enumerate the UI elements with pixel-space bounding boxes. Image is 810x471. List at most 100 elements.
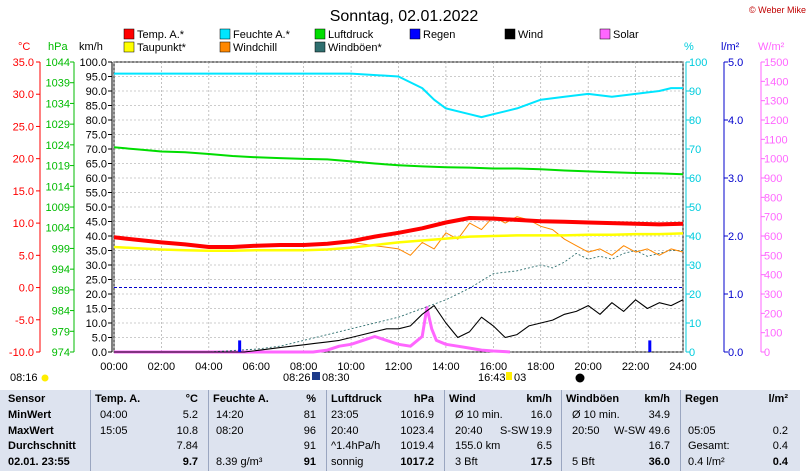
pressure-value: 1023.4: [400, 424, 434, 437]
solar-axis-tick-label: 1500: [764, 57, 788, 69]
legend-swatch: [123, 28, 135, 40]
humidity-value: 91: [303, 440, 316, 452]
solar-axis-tick-label: 1100: [764, 134, 788, 146]
x-tick-label: 04:00: [195, 361, 223, 373]
moon-icon: [312, 372, 320, 380]
humidity-time: 8.39 g/m³: [216, 455, 263, 468]
wind-info: 155.0 km: [455, 440, 501, 452]
pressure-value: 1019.4: [400, 440, 434, 452]
wind-axis-tick-label: 85.0: [86, 101, 107, 113]
rain-axis-tick-label: 2.0: [728, 231, 743, 243]
x-tick-label: 10:00: [337, 361, 365, 373]
humidity-axis-tick-label: 60: [689, 173, 701, 185]
temp-axis-tick-label: 5.0: [19, 250, 34, 262]
temp-axis-tick-label: 10.0: [13, 218, 34, 230]
temp-axis-tick-label: -5.0: [15, 315, 34, 327]
sun-moon-events: 08:16 08:26 08:30 16:43 03: [10, 372, 585, 384]
solar-axis-tick-label: 1200: [764, 115, 788, 127]
pressure-axis-tick-label: 979: [52, 326, 70, 338]
pressure-time: ^1.4hPa/h: [331, 440, 381, 452]
wind-value: 19.9: [530, 424, 552, 437]
rain-info: 0.4 l/m²: [688, 455, 725, 468]
legend-label: Solar: [613, 29, 639, 41]
sun-icon: [41, 374, 49, 382]
humidity-axis-tick-label: 80: [689, 115, 701, 127]
wind-axis-tick-label: 50.0: [86, 202, 107, 214]
solar-axis-tick-label: 1400: [764, 76, 788, 88]
legend-label: Regen: [423, 29, 455, 41]
credit-link[interactable]: © Weber Mike: [749, 5, 806, 15]
wind-axis-tick-label: 90.0: [86, 86, 107, 98]
wind-axis-tick-label: 65.0: [86, 159, 107, 171]
wind-value: 17.5: [530, 455, 552, 468]
x-tick-label: 12:00: [385, 361, 413, 373]
legend-swatch: [504, 28, 516, 40]
x-tick-label: 24:00: [669, 361, 697, 373]
gust-info: 20:50: [572, 424, 600, 437]
sunset-time: 16:43: [478, 372, 506, 384]
column-divider: [444, 390, 445, 471]
legend-label: Temp. A.*: [137, 29, 185, 41]
row-label: Durchschnitt: [8, 440, 76, 452]
column-divider: [326, 390, 327, 471]
x-tick-label: 16:00: [480, 361, 508, 373]
moonset-time: 08:30: [322, 372, 350, 384]
pressure-axis-tick-label: 1014: [46, 181, 70, 193]
x-tick-label: 02:00: [148, 361, 176, 373]
series-luftdruck: [113, 146, 684, 176]
axis-unit-wind: km/h: [79, 41, 103, 53]
pressure-axis-tick-label: 1044: [46, 57, 70, 69]
chart-title: Sonntag, 02.01.2022: [330, 8, 479, 25]
temp-value: 5.2: [182, 409, 198, 421]
wind-axis-tick-label: 95.0: [86, 72, 107, 84]
legend-swatch: [314, 28, 326, 40]
rain-value: 0.4: [772, 455, 788, 468]
gust-value: 36.0: [648, 455, 670, 468]
legend-label: Windchill: [233, 42, 277, 54]
pressure-axis-tick-label: 989: [52, 285, 70, 297]
humidity-value: 96: [303, 424, 316, 437]
pressure-axis-tick-label: 974: [52, 347, 70, 359]
temp-time: 04:00: [100, 409, 128, 421]
rain-bar: [648, 340, 652, 352]
column-divider: [561, 390, 562, 471]
wind-axis-tick-label: 45.0: [86, 217, 107, 229]
row-label: MaxWert: [8, 424, 54, 437]
wind-axis-tick-label: 20.0: [86, 289, 107, 301]
pressure-value: 1017.2: [400, 455, 434, 468]
solar-axis-tick-label: 400: [764, 270, 782, 282]
col-header-rain: Regen: [685, 393, 719, 405]
axis-unit-humidity: %: [684, 41, 694, 53]
humidity-axis-tick-label: 0: [689, 347, 695, 359]
wind-info: 3 Bft: [455, 455, 478, 468]
rain-value: 0.2: [772, 424, 788, 437]
wind-axis-tick-label: 35.0: [86, 246, 107, 258]
axis-unit-pressure: hPa: [48, 41, 68, 53]
series-solar: [114, 306, 511, 354]
solar-axis-tick-label: 200: [764, 308, 782, 320]
pressure-axis-tick-label: 1039: [46, 78, 70, 90]
humidity-axis-tick-label: 50: [689, 202, 701, 214]
temp-axis-tick-label: 25.0: [13, 121, 34, 133]
wind-axis-tick-label: 80.0: [86, 115, 107, 127]
pressure-axis-tick-label: 999: [52, 243, 70, 255]
col-header-humidity: Feuchte A.: [213, 393, 269, 405]
solar-axis-tick-label: 1300: [764, 96, 788, 108]
legend-swatch: [219, 41, 231, 53]
temp-axis-tick-label: 15.0: [13, 186, 34, 198]
wind-axis-tick-label: 100.0: [79, 57, 107, 69]
x-tick-label: 06:00: [242, 361, 270, 373]
legend-swatch: [219, 28, 231, 40]
wind-axis-tick-label: 55.0: [86, 188, 107, 200]
gust-value: 34.9: [648, 409, 670, 421]
humidity-axis-tick-label: 100: [689, 57, 707, 69]
rain-info: Gesamt:: [688, 440, 730, 452]
legend-swatch: [409, 28, 421, 40]
temp-value: 7.84: [176, 440, 198, 452]
humidity-value: 81: [303, 409, 316, 421]
x-tick-label: 00:00: [100, 361, 128, 373]
pressure-axis-tick-label: 1019: [46, 161, 70, 173]
legend: Temp. A.* Feuchte A.* Luftdruck Regen Wind So…: [123, 28, 639, 54]
pressure-time: 20:40: [331, 424, 359, 437]
